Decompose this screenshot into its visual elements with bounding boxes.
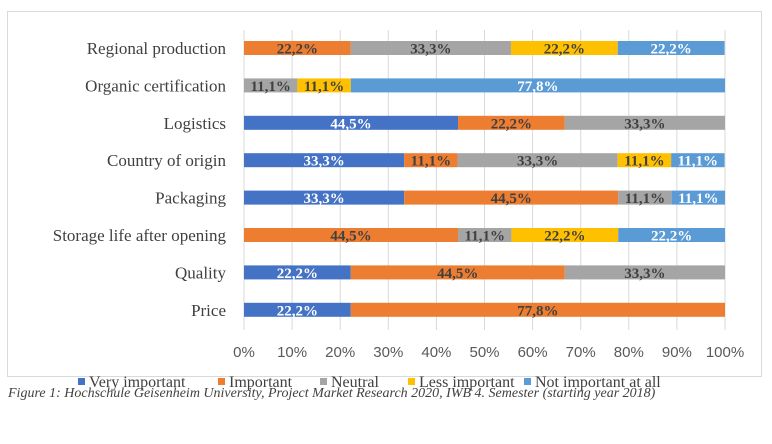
data-label: 11,1% — [678, 191, 718, 207]
legend-swatch — [78, 378, 85, 385]
bar-segment — [350, 265, 565, 280]
data-label: 22,2% — [277, 303, 318, 319]
legend-label: Less important — [419, 374, 515, 391]
figure-caption: Figure 1: Hochschule Geisenheim Universi… — [8, 386, 656, 401]
data-label: 77,8% — [517, 79, 558, 95]
data-label: 22,2% — [277, 42, 318, 58]
category-label: Price — [191, 301, 226, 320]
data-label: 22,2% — [277, 266, 318, 282]
bar-segment — [617, 41, 725, 55]
bar-segment — [671, 190, 725, 205]
category-label: Logistics — [164, 114, 226, 133]
bar-segment — [564, 265, 725, 280]
bar-segment — [244, 78, 298, 93]
legend-swatch — [218, 378, 225, 385]
data-label: 33,3% — [303, 154, 344, 170]
bar-segment — [350, 78, 725, 93]
legend-label: Very important — [89, 374, 186, 391]
data-label: 22,2% — [491, 116, 532, 132]
data-label: 44,5% — [330, 229, 371, 245]
data-label: 11,1% — [678, 154, 718, 170]
legend-swatch — [320, 378, 327, 385]
bar-segment — [671, 153, 725, 168]
legend: Very important Important Neutral Less impor… — [78, 374, 661, 391]
bar-segment — [244, 265, 351, 280]
legend-label: Not important at all — [535, 374, 661, 391]
category-label: Packaging — [155, 189, 226, 208]
x-tick-label: 70% — [566, 344, 596, 361]
x-tick-label: 50% — [469, 344, 499, 361]
bar-segment — [244, 228, 459, 242]
category-label: Country of origin — [107, 151, 226, 170]
data-label: 33,3% — [624, 116, 665, 132]
category-label: Quality — [175, 263, 226, 282]
x-axis-ticks: 0% 10% 20% 30% 40% 50% 60% 70% 80% 90% 100% — [233, 344, 744, 361]
data-label: 22,2% — [544, 229, 585, 245]
data-label: 33,3% — [303, 191, 344, 207]
legend-label: Important — [229, 374, 293, 391]
bar-segment — [458, 228, 512, 242]
data-label: 11,1% — [250, 79, 290, 95]
data-label: 44,5% — [330, 116, 371, 132]
bar-segment — [244, 153, 405, 168]
x-tick-label: 60% — [518, 344, 548, 361]
bar-segment — [297, 78, 351, 93]
x-tick-label: 10% — [277, 344, 307, 361]
category-label: Organic certification — [85, 76, 226, 95]
data-label: 33,3% — [624, 266, 665, 282]
bar-segment — [244, 41, 351, 55]
bar-segment — [404, 190, 619, 205]
data-label: 44,5% — [437, 266, 478, 282]
data-label: 44,5% — [491, 191, 532, 207]
bar-segment — [350, 302, 725, 317]
x-tick-label: 90% — [662, 344, 692, 361]
x-tick-label: 100% — [706, 344, 744, 361]
data-label: 11,1% — [465, 229, 505, 245]
data-label: 33,3% — [517, 154, 558, 170]
legend-swatch — [524, 378, 531, 385]
bar-segment — [350, 41, 511, 55]
bar-segment — [564, 115, 725, 130]
data-label: 11,1% — [411, 154, 451, 170]
x-tick-label: 30% — [373, 344, 403, 361]
x-tick-label: 0% — [233, 344, 255, 361]
legend-label: Neutral — [331, 374, 380, 391]
data-label: 33,3% — [410, 42, 451, 58]
legend-swatch — [408, 378, 415, 385]
bars: 22,2% 33,3% 22,2% 22,2% 11,1% 11,1% 77,8% 44,5%… — [244, 41, 725, 319]
category-label: Storage life after opening — [53, 226, 227, 245]
x-tick-label: 40% — [421, 344, 451, 361]
bar-segment — [511, 228, 619, 242]
data-label: 22,2% — [651, 42, 692, 58]
bar-segment — [617, 153, 672, 168]
category-label: Regional production — [87, 39, 227, 58]
bar-segment — [618, 190, 672, 205]
x-tick-label: 20% — [325, 344, 355, 361]
bar-segment — [458, 115, 565, 130]
bar-segment — [618, 228, 725, 242]
data-label: 11,1% — [625, 191, 665, 207]
bar-segment — [457, 153, 618, 168]
data-label: 11,1% — [304, 79, 344, 95]
bar-segment — [510, 41, 618, 55]
bar-segment — [244, 115, 459, 130]
gridlines — [243, 30, 726, 330]
bar-segment — [244, 302, 351, 317]
data-label: 22,2% — [651, 229, 692, 245]
data-label: 11,1% — [624, 154, 664, 170]
bar-segment — [244, 190, 405, 205]
data-label: 22,2% — [544, 42, 585, 58]
category-labels: Regional production Organic certification… — [53, 39, 227, 320]
data-label: 77,8% — [517, 303, 558, 319]
bar-segment — [404, 153, 458, 168]
x-tick-label: 80% — [614, 344, 644, 361]
